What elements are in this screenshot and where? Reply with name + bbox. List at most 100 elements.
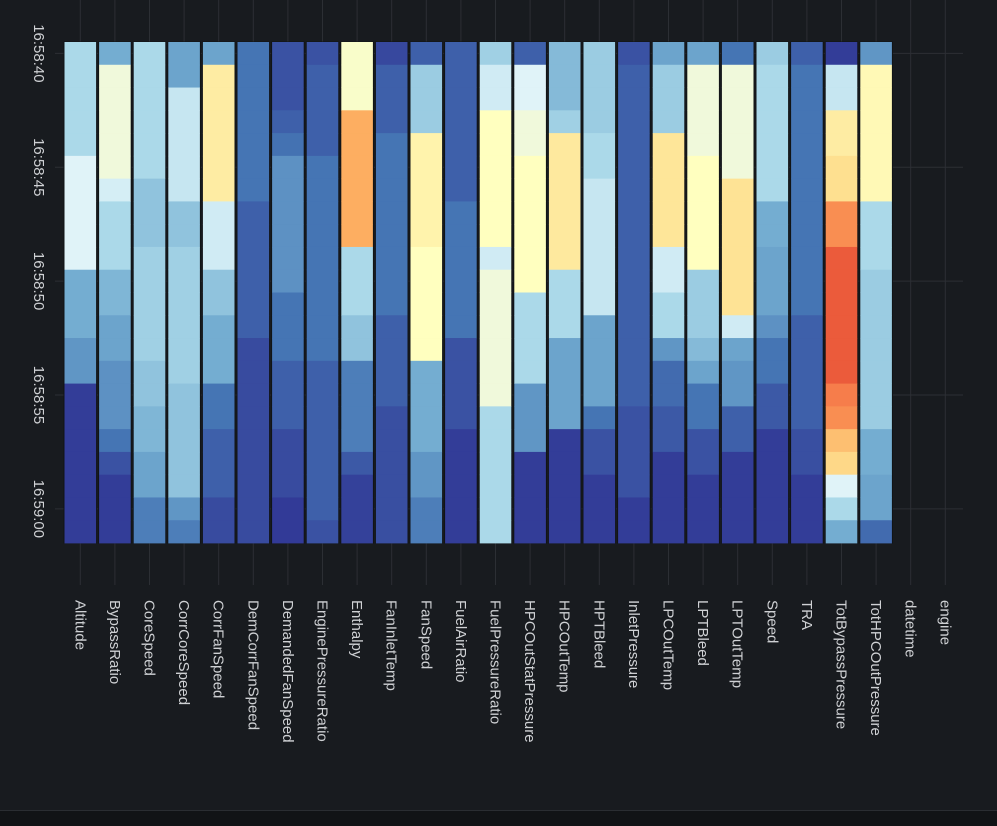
heatmap-cell xyxy=(445,315,477,339)
heatmap-cell xyxy=(410,338,443,362)
heatmap-cell xyxy=(548,269,581,293)
heatmap-cell xyxy=(306,64,339,88)
heatmap-cell xyxy=(133,474,166,498)
heatmap-cell xyxy=(825,178,858,202)
heatmap-cell xyxy=(133,110,166,134)
heatmap-cell xyxy=(64,451,97,476)
heatmap-cell xyxy=(168,87,200,111)
heatmap-cell xyxy=(583,451,616,476)
heatmap-cell xyxy=(237,497,270,521)
heatmap-cell xyxy=(237,383,270,407)
heatmap-cell xyxy=(410,42,443,66)
heatmap-cell xyxy=(237,178,270,202)
heatmap-cell xyxy=(410,315,443,339)
heatmap-cell xyxy=(306,451,339,476)
heatmap-cell xyxy=(548,178,581,202)
heatmap-cell xyxy=(618,224,650,248)
heatmap-cell xyxy=(133,292,166,316)
heatmap-cell xyxy=(548,451,581,476)
heatmap-cell xyxy=(583,520,616,544)
heatmap-cell xyxy=(514,224,546,248)
heatmap-cell xyxy=(410,474,443,498)
heatmap-cell xyxy=(64,292,97,316)
heatmap-cell xyxy=(618,246,650,271)
heatmap-cell xyxy=(825,315,858,339)
heatmap-cell xyxy=(756,64,789,88)
heatmap-cell xyxy=(756,429,789,453)
heatmap-cell xyxy=(202,224,235,248)
heatmap-cell xyxy=(479,497,512,521)
heatmap-cell xyxy=(410,406,443,430)
heatmap-cell xyxy=(99,64,131,88)
heatmap-cell xyxy=(479,474,512,498)
heatmap-cell xyxy=(514,360,546,384)
heatmap-cell xyxy=(272,315,304,339)
heatmap-cell xyxy=(306,520,339,544)
heatmap-cell xyxy=(272,406,304,430)
heatmap-cell xyxy=(652,110,685,134)
heatmap-cell xyxy=(548,520,581,544)
heatmap-cell xyxy=(514,133,546,157)
heatmap-cell xyxy=(687,451,719,476)
heatmap-cell xyxy=(168,110,200,134)
heatmap-cell xyxy=(548,110,581,134)
heatmap-cell xyxy=(479,520,512,544)
heatmap-cell xyxy=(272,246,304,271)
y-tick-label: 16:58:40 xyxy=(30,24,47,82)
heatmap-cell xyxy=(237,315,270,339)
heatmap-cell xyxy=(99,406,131,430)
heatmap-cell xyxy=(375,87,408,111)
heatmap-cell xyxy=(64,155,97,180)
heatmap-cell xyxy=(99,155,131,180)
heatmap-cell xyxy=(168,406,200,430)
heatmap-cell xyxy=(237,87,270,111)
heatmap-cell xyxy=(99,292,131,316)
heatmap-cell xyxy=(548,429,581,453)
heatmap-cell xyxy=(618,269,650,293)
heatmap-cell xyxy=(479,315,512,339)
heatmap-cell xyxy=(133,133,166,157)
heatmap-cell xyxy=(341,474,373,498)
heatmap-cell xyxy=(272,224,304,248)
heatmap-cell xyxy=(237,292,270,316)
heatmap-cell xyxy=(133,178,166,202)
heatmap-cell xyxy=(410,520,443,544)
heatmap-cell xyxy=(375,224,408,248)
x-tick-label: LPTOutTemp xyxy=(729,600,746,688)
heatmap-cell xyxy=(583,155,616,180)
heatmap-cell xyxy=(514,429,546,453)
heatmap-cell xyxy=(687,224,719,248)
heatmap-cell xyxy=(375,42,408,66)
heatmap-cell xyxy=(479,269,512,293)
heatmap-cell xyxy=(479,292,512,316)
heatmap-cell xyxy=(721,133,754,157)
heatmap-cell xyxy=(652,178,685,202)
heatmap-cell xyxy=(64,338,97,362)
heatmap-cell xyxy=(306,246,339,271)
heatmap-cell xyxy=(168,178,200,202)
heatmap-cell xyxy=(202,338,235,362)
heatmap-cell xyxy=(168,429,200,453)
heatmap-cell xyxy=(168,246,200,271)
heatmap-cell xyxy=(375,338,408,362)
heatmap-cell xyxy=(583,497,616,521)
heatmap-cell xyxy=(64,383,97,407)
heatmap-cell xyxy=(825,87,858,111)
heatmap-cell xyxy=(825,338,858,362)
heatmap-cell xyxy=(479,87,512,111)
heatmap-cell xyxy=(756,178,789,202)
heatmap-cell xyxy=(825,269,858,293)
heatmap-cell xyxy=(99,315,131,339)
heatmap-cell xyxy=(860,64,892,88)
y-tick-label: 16:59:00 xyxy=(30,480,47,538)
heatmap-cell xyxy=(618,338,650,362)
heatmap-cell xyxy=(514,201,546,225)
heatmap-cell xyxy=(237,269,270,293)
heatmap-cell xyxy=(306,292,339,316)
heatmap-cell xyxy=(479,42,512,66)
heatmap-cell xyxy=(548,133,581,157)
heatmap-cell xyxy=(756,474,789,498)
heatmap-cell xyxy=(687,269,719,293)
heatmap-cell xyxy=(202,474,235,498)
heatmap-cell xyxy=(341,429,373,453)
